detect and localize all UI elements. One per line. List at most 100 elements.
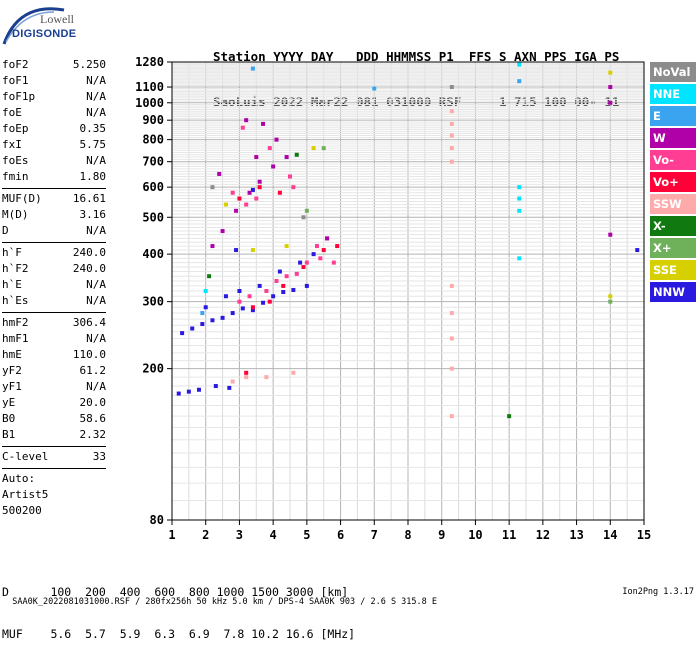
point-x xyxy=(321,146,326,151)
point-nnw xyxy=(180,331,185,336)
y-tick-label: 1000 xyxy=(135,96,164,110)
point-x xyxy=(207,274,212,279)
point-vo xyxy=(267,299,272,304)
muf-table-muf-row: MUF 5.6 5.7 5.9 6.3 6.9 7.8 10.2 16.6 [M… xyxy=(2,627,356,641)
param-row-hmf2: hmF2 306.4 xyxy=(2,315,106,331)
point-vo xyxy=(284,274,289,279)
point-w xyxy=(325,236,330,241)
y-tick-label: 800 xyxy=(142,133,164,147)
param-value: 61.2 xyxy=(79,364,107,377)
y-tick-label: 900 xyxy=(142,113,164,127)
point-nnw xyxy=(237,289,242,293)
point-nnw xyxy=(223,294,228,299)
point-nne xyxy=(517,62,522,67)
point-w xyxy=(217,171,222,176)
param-value: 240.0 xyxy=(72,262,106,275)
point-nnw xyxy=(190,326,195,331)
param-row-hf2: h`F2 240.0 xyxy=(2,261,106,277)
param-row-hes: h`Es N/A xyxy=(2,293,106,309)
point-ssw xyxy=(449,159,454,164)
point-sse xyxy=(608,294,613,299)
param-name: MUF(D) xyxy=(2,192,42,205)
param-value: 2.32 xyxy=(79,428,107,441)
point-vo xyxy=(291,185,296,190)
x-tick-label: 1 xyxy=(168,528,175,542)
param-name: D xyxy=(2,224,9,237)
file-info-footer: SAA0K_2022081031000.RSF / 280fx256h 50 k… xyxy=(2,587,698,617)
point-nnw xyxy=(298,260,303,265)
param-row-yf1: yF1 N/A xyxy=(2,379,106,395)
param-row-fmin: fmin 1.80 xyxy=(2,169,106,185)
param-row-md: M(D) 3.16 xyxy=(2,207,106,223)
x-tick-label: 14 xyxy=(603,528,617,542)
param-row-yf2: yF2 61.2 xyxy=(2,363,106,379)
legend-item-vo: Vo- xyxy=(650,150,696,170)
param-value: 5.250 xyxy=(72,58,106,71)
point-nnw xyxy=(311,252,316,257)
param-name: B1 xyxy=(2,428,16,441)
point-ssw xyxy=(230,379,235,384)
param-row-b1: B1 2.32 xyxy=(2,427,106,443)
param-name: C-level xyxy=(2,450,49,463)
param-value: 0.35 xyxy=(79,122,107,135)
point-ssw xyxy=(264,375,269,380)
point-nnw xyxy=(257,283,262,288)
param-value: 110.0 xyxy=(72,348,106,361)
point-ssw xyxy=(449,109,454,114)
point-sse xyxy=(311,146,316,151)
point-ssw xyxy=(244,375,249,380)
x-tick-label: 5 xyxy=(303,528,310,542)
x-tick-label: 7 xyxy=(371,528,378,542)
point-vo xyxy=(335,244,340,249)
point-nnw xyxy=(281,290,286,295)
point-e xyxy=(517,79,522,84)
param-value: 1.80 xyxy=(79,170,107,183)
point-vo xyxy=(237,299,242,304)
x-tick-label: 3 xyxy=(236,528,243,542)
point-e xyxy=(200,311,205,316)
point-nnw xyxy=(250,187,255,192)
autoscale-note: 500200 xyxy=(2,504,42,517)
point-w xyxy=(274,137,279,142)
x-tick-label: 4 xyxy=(270,528,277,542)
param-value: N/A xyxy=(86,106,106,119)
param-name: h`F2 xyxy=(2,262,29,275)
point-vo xyxy=(301,265,306,270)
point-vo xyxy=(294,271,299,276)
point-nnw xyxy=(196,387,201,392)
polarization-legend: NoVal NNE E W Vo- Vo+ SSW X- X+ SSE NNW xyxy=(650,62,696,304)
point-w xyxy=(284,155,289,160)
legend-item-vo: Vo+ xyxy=(650,172,696,192)
point-vo xyxy=(314,244,319,249)
point-x xyxy=(608,299,613,304)
point-vo xyxy=(321,248,326,253)
param-value: N/A xyxy=(86,380,106,393)
param-value: 3.16 xyxy=(79,208,107,221)
point-vo xyxy=(304,260,309,265)
param-separator xyxy=(2,446,106,447)
param-name: foF1 xyxy=(2,74,29,87)
point-vo xyxy=(244,202,249,207)
param-name: fxI xyxy=(2,138,22,151)
param-value: 58.6 xyxy=(79,412,107,425)
param-separator xyxy=(2,468,106,469)
param-name: hmE xyxy=(2,348,22,361)
point-nnw xyxy=(220,315,225,320)
autoscale-note: Auto: xyxy=(2,472,36,485)
point-w xyxy=(608,100,613,105)
point-ssw xyxy=(449,283,454,288)
param-name: yE xyxy=(2,396,16,409)
point-w xyxy=(254,155,259,160)
point-vo xyxy=(277,190,282,195)
point-w xyxy=(244,118,249,123)
scaled-parameters-panel: foF2 5.250 foF1 N/A foF1p N/A foE N/A foEp 0.35 fx… xyxy=(2,57,106,519)
point-noval xyxy=(301,215,306,220)
point-nnw xyxy=(186,389,191,394)
point-ssw xyxy=(449,366,454,371)
point-nnw xyxy=(250,308,255,313)
point-w xyxy=(261,121,266,126)
legend-item-w: W xyxy=(650,128,696,148)
logo-digisonde-text: DIGISONDE xyxy=(12,28,77,40)
point-noval xyxy=(210,185,215,190)
point-nne xyxy=(517,196,522,201)
